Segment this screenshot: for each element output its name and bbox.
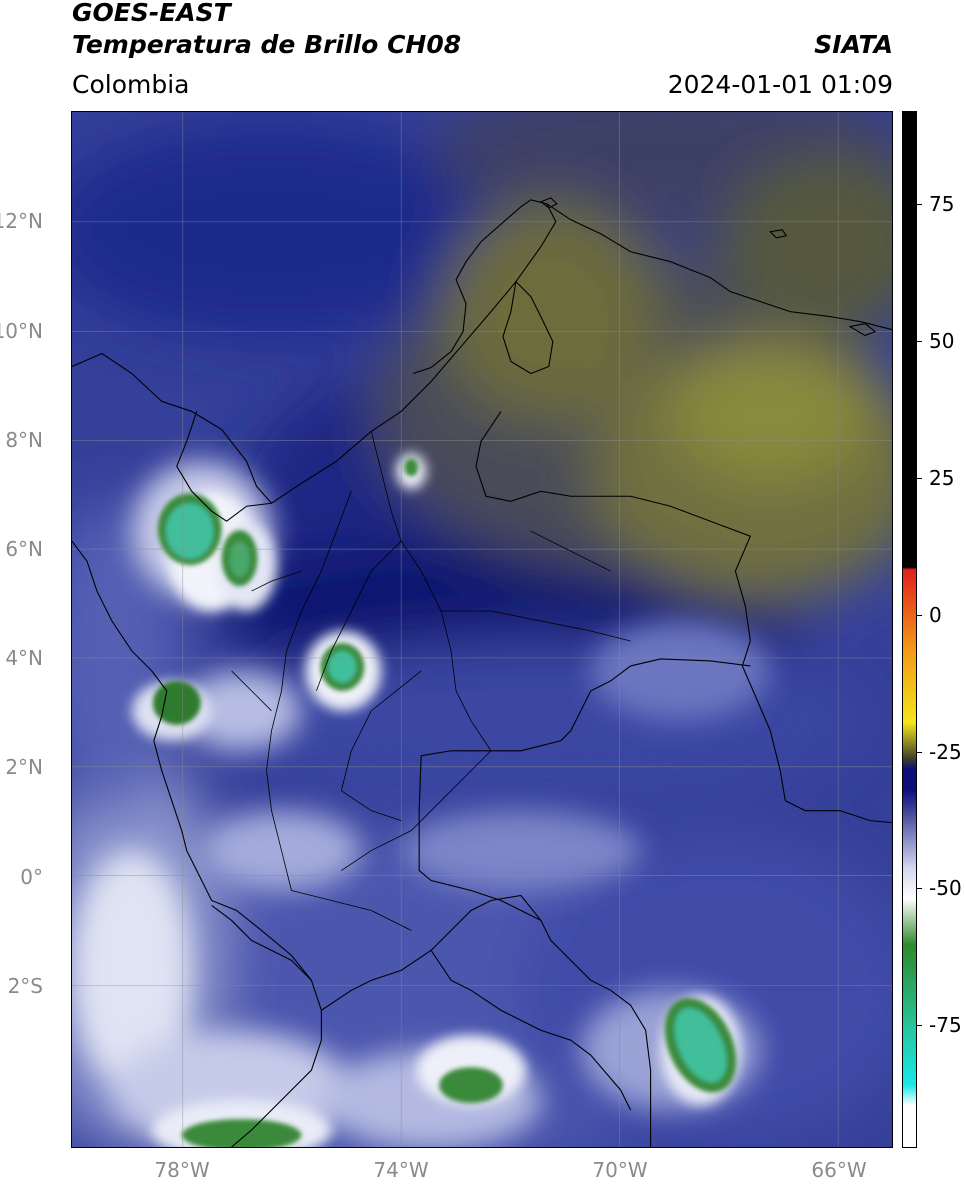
lat-label-6n: 6°N xyxy=(5,537,43,561)
pacific-coast xyxy=(72,540,322,1147)
colorbar-label-minus50: -50 xyxy=(929,876,962,900)
border-peru-south xyxy=(430,950,632,1111)
colorbar-tick xyxy=(917,341,922,342)
border-panama xyxy=(176,411,272,522)
colorbar-tick xyxy=(917,1025,922,1026)
colorbar-tick xyxy=(917,888,922,889)
colorbar-label-75: 75 xyxy=(929,192,955,216)
lat-label-2s: 2°S xyxy=(7,974,43,998)
colorbar-tick xyxy=(917,752,922,753)
colorbar-label-25: 25 xyxy=(929,466,955,490)
lon-label-78w: 78°W xyxy=(154,1158,210,1182)
dept-borders xyxy=(231,431,631,931)
colorbar-label-50: 50 xyxy=(929,329,955,353)
satellite-map[interactable] xyxy=(71,111,893,1148)
islands xyxy=(539,197,877,337)
colorbar-tick xyxy=(917,615,922,616)
border-peru xyxy=(321,894,542,1011)
region-label: Colombia xyxy=(72,70,190,99)
border-ecuador xyxy=(211,905,312,981)
border-brazil xyxy=(418,658,751,1147)
lake-maracaibo xyxy=(502,280,554,375)
coastline xyxy=(72,199,557,504)
lat-label-4n: 4°N xyxy=(5,646,43,670)
coastline xyxy=(546,203,892,331)
lat-label-0: 0° xyxy=(20,865,43,889)
lon-label-74w: 74°W xyxy=(373,1158,429,1182)
cold-cloud-tops xyxy=(152,458,737,1147)
lon-label-66w: 66°W xyxy=(811,1158,867,1182)
colorbar-tick xyxy=(917,204,922,205)
colorbar-tick xyxy=(917,478,922,479)
organization-label: SIATA xyxy=(814,30,893,59)
lon-label-70w: 70°W xyxy=(592,1158,648,1182)
satellite-imagery xyxy=(72,112,892,1147)
lat-label-8n: 8°N xyxy=(5,428,43,452)
border-venezuela xyxy=(475,411,892,824)
title-product: Temperatura de Brillo CH08 xyxy=(72,30,462,59)
colorbar xyxy=(902,111,917,1148)
borders xyxy=(72,197,892,1147)
lat-label-12n: 12°N xyxy=(0,209,43,233)
colorbar-label-0: 0 xyxy=(929,603,942,627)
colorbar-label-minus25: -25 xyxy=(929,740,962,764)
lat-label-10n: 10°N xyxy=(0,319,43,343)
lat-label-2n: 2°N xyxy=(5,755,43,779)
datetime-label: 2024-01-01 01:09 xyxy=(667,70,893,99)
colorbar-label-minus75: -75 xyxy=(929,1013,962,1037)
title-satellite: GOES-EAST xyxy=(72,0,231,27)
